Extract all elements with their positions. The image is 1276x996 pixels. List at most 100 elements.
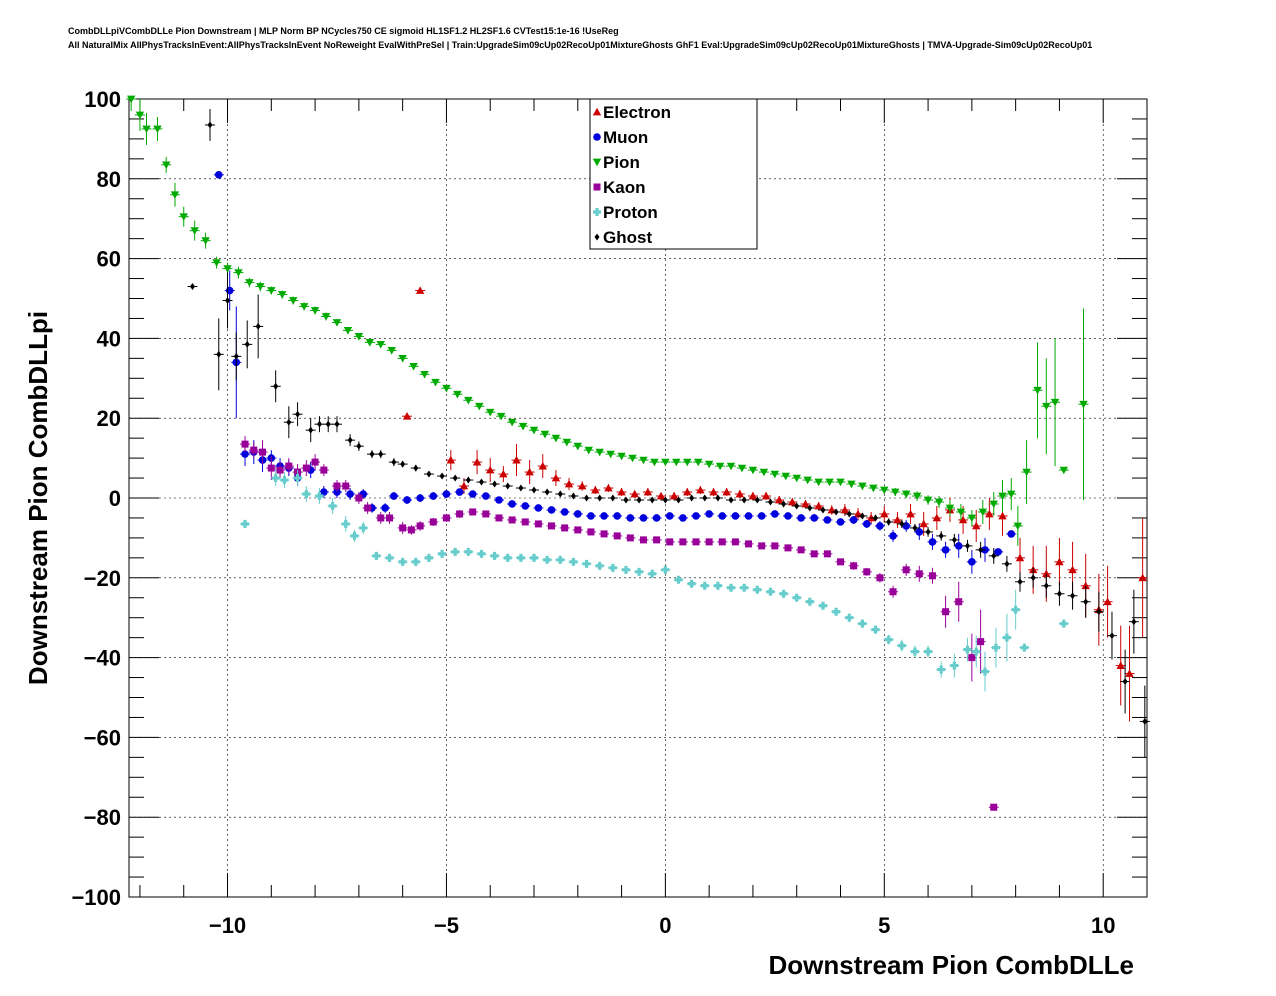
- ghost-marker: [886, 518, 892, 526]
- muon-point: [835, 518, 846, 526]
- y-tick-label: 80: [97, 167, 121, 192]
- ghost-point: [949, 533, 960, 546]
- proton-marker: [293, 474, 302, 483]
- pion-point: [485, 408, 496, 417]
- electron-point: [682, 487, 693, 497]
- muon-point: [520, 502, 531, 510]
- muon-marker: [521, 502, 530, 510]
- kaon-marker: [942, 608, 950, 616]
- ghost-point: [388, 458, 399, 467]
- kaon-point: [318, 464, 329, 477]
- ghost-point: [515, 484, 526, 492]
- electron-marker: [446, 455, 456, 464]
- kaon-point: [625, 534, 636, 542]
- ghost-marker: [715, 494, 721, 502]
- pion-marker: [153, 125, 162, 134]
- kaon-marker: [259, 448, 267, 456]
- ghost-point: [323, 416, 334, 433]
- electron-marker: [801, 499, 810, 508]
- muon-marker: [941, 546, 950, 554]
- proton-point: [349, 529, 360, 542]
- electron-marker: [880, 509, 889, 518]
- kaon-marker: [745, 540, 753, 548]
- proton-marker: [1011, 605, 1020, 614]
- electron-point: [564, 478, 575, 491]
- pion-point: [561, 438, 572, 447]
- ghost-marker: [1131, 618, 1137, 626]
- muon-marker: [241, 450, 249, 458]
- muon-marker: [744, 512, 753, 520]
- pion-marker: [956, 508, 966, 517]
- proton-marker: [464, 547, 473, 556]
- muon-point: [493, 496, 504, 504]
- y-tick-label: 0: [109, 486, 121, 511]
- muon-point: [940, 541, 951, 558]
- kaon-marker: [456, 510, 464, 518]
- electron-point: [1054, 537, 1065, 586]
- pion-point: [1041, 358, 1052, 455]
- ghost-marker: [570, 492, 576, 500]
- pion-point: [408, 362, 419, 371]
- pion-point: [331, 319, 342, 327]
- kaon-marker: [508, 516, 516, 524]
- pion-point: [693, 458, 704, 467]
- x-tick-label: −5: [434, 913, 459, 938]
- pion-marker: [496, 412, 506, 421]
- pion-marker: [234, 269, 243, 277]
- electron-point: [1015, 537, 1026, 578]
- muon-point: [612, 512, 623, 520]
- muon-point: [677, 514, 688, 522]
- pion-point: [769, 470, 780, 479]
- electron-marker: [1125, 669, 1134, 677]
- ghost-marker: [767, 498, 773, 506]
- pion-point: [1058, 466, 1069, 475]
- proton-point: [423, 553, 434, 562]
- ghost-marker: [623, 496, 629, 504]
- proton-marker: [713, 581, 722, 590]
- kaon-point: [397, 521, 408, 534]
- kaon-point: [927, 567, 938, 584]
- ghost-point: [410, 464, 421, 472]
- kaon-point: [835, 558, 846, 566]
- proton-marker: [241, 519, 250, 528]
- pion-point: [386, 347, 397, 355]
- proton-marker: [753, 585, 762, 594]
- ghost-point: [292, 402, 303, 427]
- ghost-marker: [1122, 678, 1128, 686]
- electron-marker: [919, 519, 928, 528]
- pion-marker: [595, 448, 604, 457]
- pion-marker: [945, 504, 955, 513]
- electron-marker: [906, 509, 915, 518]
- muon-point: [861, 519, 872, 528]
- ghost-marker: [189, 283, 195, 291]
- ghost-marker: [465, 476, 471, 484]
- electron-point: [616, 487, 627, 497]
- proton-point: [240, 519, 251, 528]
- ghost-point: [844, 510, 855, 518]
- proton-point: [699, 581, 710, 590]
- muon-marker: [731, 512, 740, 520]
- pion-marker: [1059, 466, 1069, 475]
- proton-point: [450, 547, 461, 556]
- kaon-point: [691, 538, 702, 546]
- pion-point: [747, 466, 758, 475]
- muon-marker: [468, 490, 477, 498]
- muon-marker: [862, 520, 871, 528]
- ghost-marker: [295, 410, 301, 418]
- plot-title-line-1: CombDLLpiVCombDLLe Pion Downstream | MLP…: [68, 26, 619, 36]
- kaon-marker: [534, 520, 542, 528]
- pion-point: [277, 290, 288, 299]
- kaon-point: [664, 538, 675, 546]
- ghost-marker: [255, 322, 261, 330]
- electron-marker: [617, 487, 626, 496]
- electron-marker: [415, 286, 425, 294]
- proton-point: [817, 601, 828, 610]
- kaon-point: [331, 480, 342, 493]
- proton-point: [831, 607, 842, 616]
- electron-marker: [591, 485, 600, 494]
- electron-marker: [643, 487, 653, 496]
- kaon-marker: [469, 508, 477, 516]
- pion-marker: [934, 498, 944, 507]
- kaon-marker: [407, 526, 415, 534]
- ghost-point: [896, 519, 907, 528]
